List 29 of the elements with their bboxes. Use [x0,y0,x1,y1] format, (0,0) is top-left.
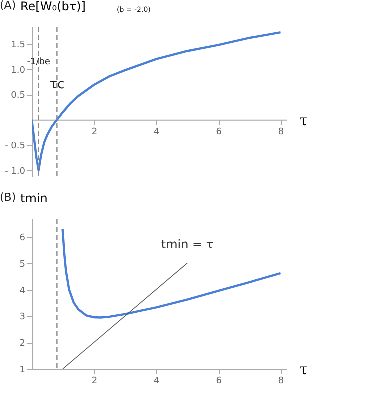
x-tick-label: 2 [92,127,98,138]
y-tick-label: 2 [20,339,26,350]
y-tick-label: 1.0 [11,66,26,76]
y-tick-label: 4 [20,286,26,296]
y-axis-title: Re[W₀(bτ)] [20,0,86,14]
x-tick-label: 4 [154,376,160,386]
x-axis-title: τ [300,360,308,378]
x-axis-title: τ [300,111,308,130]
y-tick-label: 5 [20,260,26,270]
text: (B) [0,191,16,204]
text: (A) [0,0,16,12]
line-series [62,228,282,319]
y-tick-label: 1.5 [11,40,26,51]
x-tick-label: 2 [92,376,98,386]
annotation: -1/be [27,57,51,68]
y-tick-label: 6 [20,233,26,244]
x-tick-label: 4 [154,127,160,138]
series-label: tmin = τ [161,237,214,252]
y-tick-label: 0.5 [11,91,26,102]
y-tick-label: 3 [20,312,26,323]
x-tick-label: 6 [216,127,222,138]
y-tick-label: - 1.0 [5,166,26,177]
y-axis-title: tmin [20,192,48,206]
y-tick-label: - 0.5 [5,142,26,152]
x-tick-label: 6 [216,376,222,386]
x-tick-label: 8 [278,127,284,138]
y-tick-label: 1 [20,366,26,376]
annotation: τc [50,78,65,93]
x-tick-label: 8 [278,376,284,386]
